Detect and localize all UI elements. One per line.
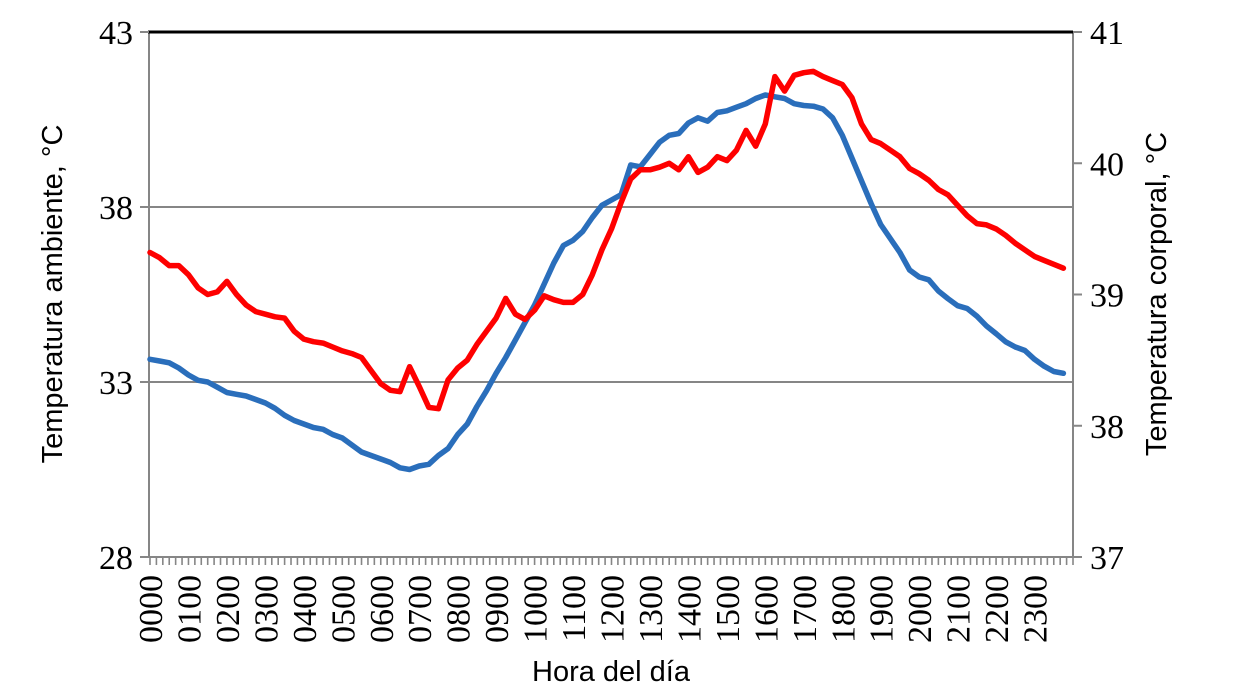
x-tick-label: 0300 xyxy=(248,575,285,643)
x-tick-label: 0200 xyxy=(210,575,247,643)
left-tick-label: 43 xyxy=(99,15,133,52)
x-tick-label: 1200 xyxy=(595,575,632,643)
x-tick-label: 0600 xyxy=(364,575,401,643)
right-tick-label: 37 xyxy=(1090,540,1124,577)
x-tick-label: 1000 xyxy=(518,575,555,643)
x-tick-label: 1500 xyxy=(710,575,747,643)
body-temperature-line xyxy=(147,68,1067,412)
x-tick-label: 1100 xyxy=(556,575,593,642)
x-tick-label: 2200 xyxy=(979,575,1016,643)
x-tick-label: 0100 xyxy=(171,575,208,643)
x-tick-label: 1800 xyxy=(825,575,862,643)
x-tick-label: 1400 xyxy=(671,575,708,643)
x-tick-label: 0400 xyxy=(287,575,324,643)
right-tick-label: 39 xyxy=(1090,278,1124,315)
left-tick-label: 28 xyxy=(99,540,133,577)
right-tick-label: 41 xyxy=(1090,15,1124,52)
x-tick-label: 0000 xyxy=(133,575,170,643)
x-tick-label: 2300 xyxy=(1018,575,1055,643)
left-tick-label: 38 xyxy=(99,190,133,227)
x-tick-label: 0700 xyxy=(402,575,439,643)
right-tick-label: 40 xyxy=(1090,146,1124,183)
right-axis-title: Temperatura corporal, °C xyxy=(1141,132,1173,456)
x-tick-label: 2000 xyxy=(902,575,939,643)
x-axis-title: Hora del día xyxy=(532,656,691,688)
x-tick-label: 2100 xyxy=(941,575,978,643)
ambient-temperature-line xyxy=(147,92,1067,473)
chart-generated: 28 33 38 43 37 38 39 40 41 0000 0100 0200 0300 0400 05… xyxy=(99,15,1124,643)
left-tick-label: 33 xyxy=(99,365,133,402)
right-tick-label: 38 xyxy=(1090,409,1124,446)
left-axis-title: Temperatura ambiente, °C xyxy=(37,125,69,464)
x-tick-label: 0900 xyxy=(479,575,516,643)
x-tick-label: 1700 xyxy=(787,575,824,643)
x-tick-label: 0500 xyxy=(325,575,362,643)
x-tick-label: 1900 xyxy=(864,575,901,643)
x-tick-label: 1600 xyxy=(748,575,785,643)
x-tick-label: 0800 xyxy=(441,575,478,643)
x-tick-label: 1300 xyxy=(633,575,670,643)
